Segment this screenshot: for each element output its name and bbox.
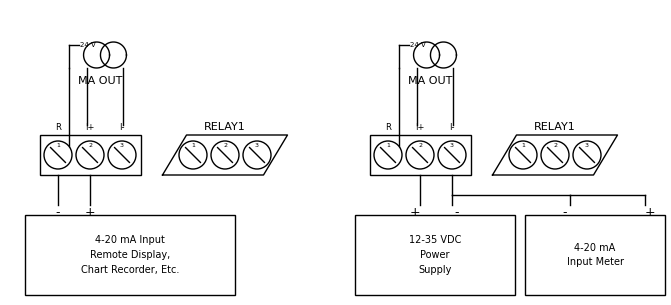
Bar (370, 135, 470, 175)
Text: I-: I- (119, 123, 125, 132)
Text: R: R (55, 123, 61, 132)
Text: R: R (385, 123, 391, 132)
Bar (355, 215, 515, 295)
Text: +: + (85, 206, 95, 219)
Text: -: - (56, 206, 60, 219)
Text: RELAY1: RELAY1 (534, 122, 576, 132)
Text: 12-35 VDC
Power
Supply: 12-35 VDC Power Supply (409, 235, 461, 275)
Circle shape (243, 141, 271, 169)
Text: 3: 3 (450, 143, 454, 148)
Text: -: - (563, 206, 567, 219)
Text: 24 V: 24 V (80, 42, 96, 48)
Circle shape (108, 141, 136, 169)
Circle shape (211, 141, 239, 169)
Text: 4-20 mA Input
Remote Display,
Chart Recorder, Etc.: 4-20 mA Input Remote Display, Chart Reco… (81, 235, 179, 275)
Text: 3: 3 (120, 143, 124, 148)
Text: I-: I- (450, 123, 455, 132)
Text: MA OUT: MA OUT (78, 76, 122, 86)
Circle shape (509, 141, 537, 169)
Circle shape (406, 141, 434, 169)
Text: +: + (645, 206, 656, 219)
Text: MA OUT: MA OUT (408, 76, 452, 86)
Text: RELAY1: RELAY1 (204, 122, 246, 132)
Text: 2: 2 (553, 143, 557, 148)
Bar (25, 215, 235, 295)
Text: I+: I+ (85, 123, 95, 132)
Text: 24 V: 24 V (410, 42, 426, 48)
Text: 1: 1 (191, 143, 195, 148)
Text: I+: I+ (415, 123, 425, 132)
Text: 2: 2 (223, 143, 227, 148)
Text: +: + (410, 206, 420, 219)
Text: 1: 1 (56, 143, 60, 148)
Text: 2: 2 (88, 143, 92, 148)
Text: 1: 1 (386, 143, 390, 148)
Bar (40, 135, 140, 175)
Circle shape (438, 141, 466, 169)
Text: -: - (455, 206, 459, 219)
Text: 2: 2 (418, 143, 422, 148)
Circle shape (573, 141, 601, 169)
Circle shape (374, 141, 402, 169)
Text: 3: 3 (585, 143, 589, 148)
Circle shape (179, 141, 207, 169)
Circle shape (76, 141, 104, 169)
Text: 3: 3 (255, 143, 259, 148)
Text: 1: 1 (521, 143, 525, 148)
Circle shape (541, 141, 569, 169)
Bar (525, 215, 665, 295)
Circle shape (44, 141, 72, 169)
Text: 4-20 mA
Input Meter: 4-20 mA Input Meter (566, 242, 623, 267)
